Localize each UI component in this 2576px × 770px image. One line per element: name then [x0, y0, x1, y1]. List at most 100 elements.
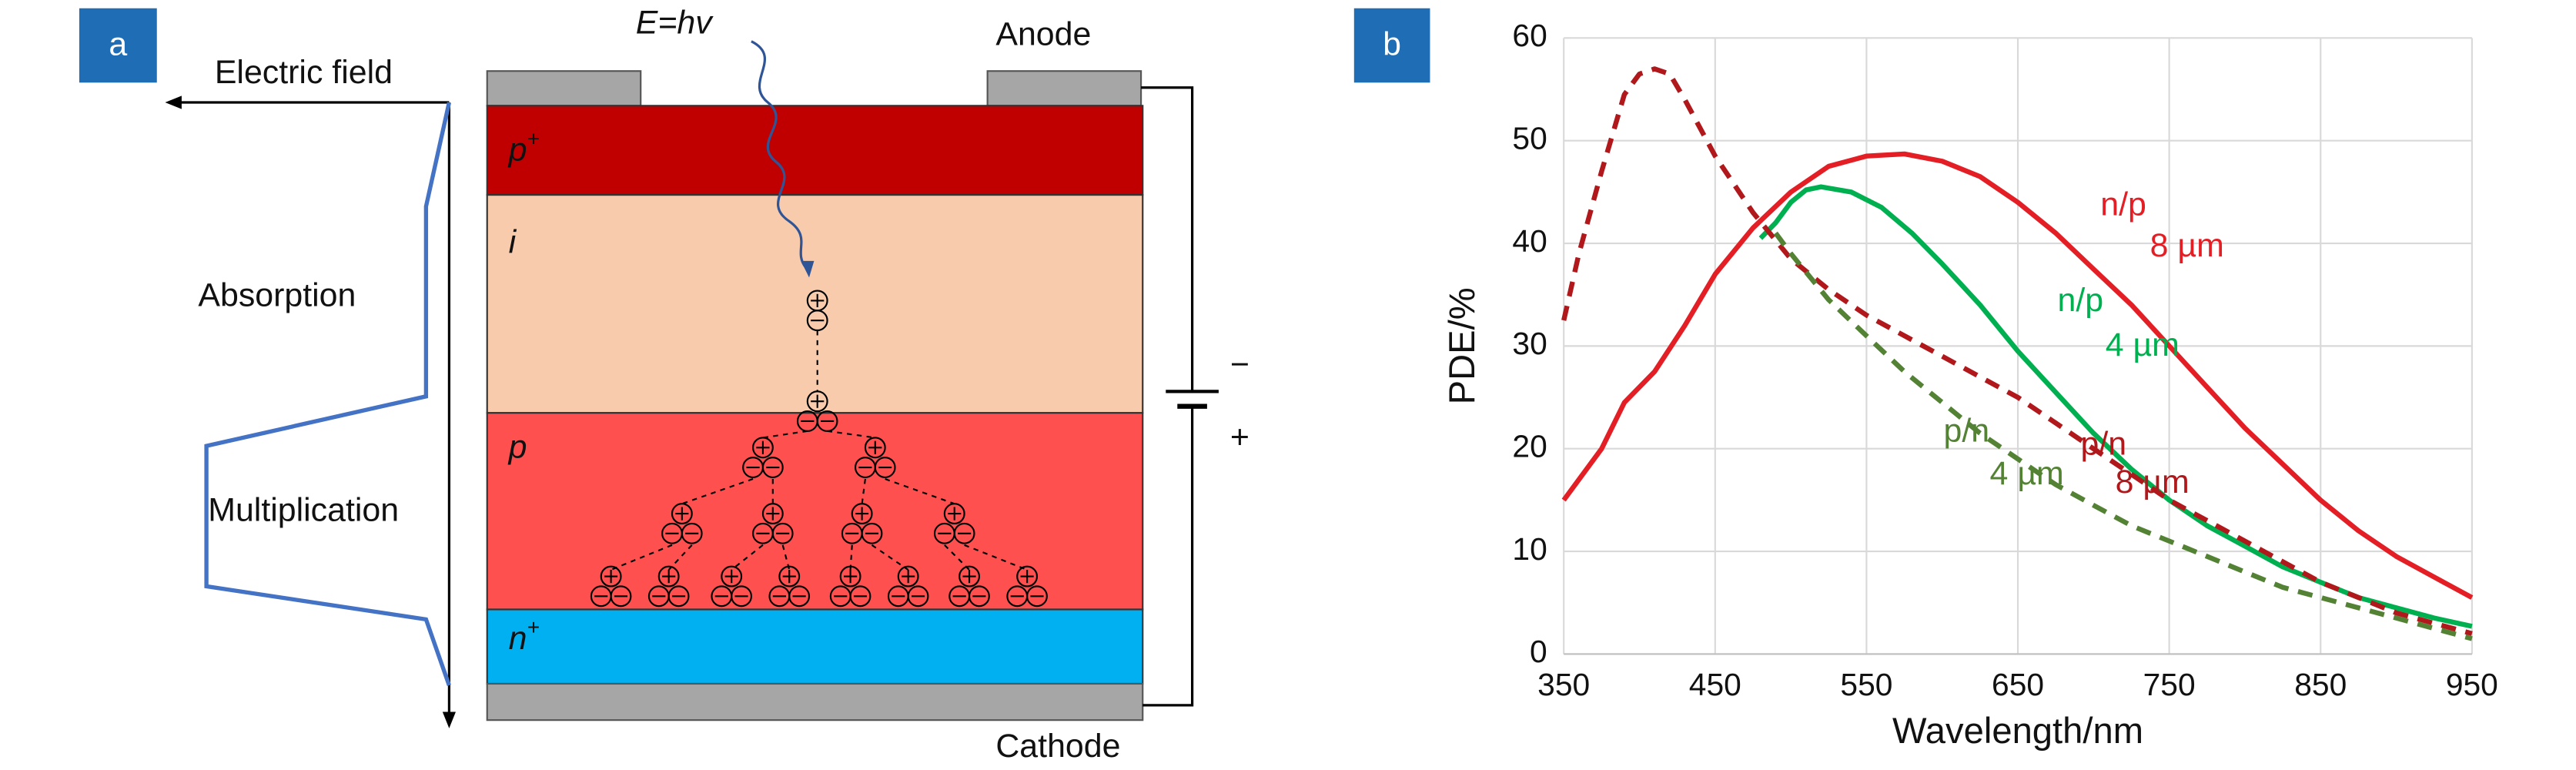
hole [851, 503, 873, 525]
electron [681, 522, 703, 544]
panel-label-box [79, 8, 157, 83]
layer-base: p [507, 132, 527, 169]
layer-label: n+ [509, 616, 540, 658]
panel-label: b [1383, 25, 1401, 62]
hole [864, 437, 886, 459]
series-label: 8 µm [2150, 227, 2224, 264]
electron [907, 585, 929, 608]
arrow-head [165, 95, 182, 109]
electron [861, 522, 883, 544]
series-label: 4 µm [1990, 455, 2064, 492]
cathode-contact [486, 682, 1144, 721]
anode-contact [486, 70, 642, 107]
path-link [827, 430, 875, 439]
y-tick-label: 20 [1512, 428, 1547, 464]
layer-label: i [509, 224, 517, 261]
path-link [781, 544, 791, 571]
series-label: n/p [2058, 282, 2104, 319]
electron [761, 457, 784, 478]
path-link [611, 544, 673, 571]
y-tick-label: 10 [1512, 531, 1547, 567]
x-tick-label: 950 [2446, 667, 2498, 702]
field-label: Electric field [215, 54, 393, 91]
hole [943, 503, 965, 525]
electron [968, 585, 990, 608]
series-line [1773, 231, 2473, 641]
electron [953, 522, 975, 544]
cathode-label: Cathode [995, 728, 1120, 765]
x-tick-label: 850 [2294, 667, 2347, 702]
layer-label: p [507, 429, 527, 466]
layer-n-plus [486, 608, 1144, 685]
path-link [861, 478, 866, 504]
path-link [885, 478, 955, 505]
layer-i [486, 194, 1144, 414]
wire [1142, 406, 1194, 707]
hole [778, 565, 801, 588]
carriers [590, 290, 1048, 608]
x-axis-label: Wavelength/nm [1892, 710, 2143, 751]
panel-label-box [1353, 8, 1430, 83]
electron [771, 522, 794, 544]
hole [839, 565, 861, 588]
series-label: 8 µm [2116, 464, 2190, 500]
hole [751, 437, 774, 459]
photon-label: E=hv [636, 5, 714, 42]
layer-p [486, 412, 1144, 611]
hole [671, 503, 693, 525]
hole [958, 565, 980, 588]
path-link [849, 544, 853, 571]
plot: 0 10 20 30 40 50 60 350 450 550 650 750 850 950 Wavele… [1441, 18, 2498, 751]
y-tick-label: 60 [1512, 18, 1547, 53]
electron [667, 585, 690, 608]
photon [751, 40, 808, 269]
electron [1026, 585, 1048, 608]
hole [761, 503, 784, 525]
anode-contact [986, 70, 1142, 107]
arrow-head [801, 260, 815, 278]
x-tick-label: 550 [1840, 667, 1892, 702]
x-tick-label: 750 [2143, 667, 2196, 702]
arrow-head [442, 711, 456, 728]
path-link [964, 544, 1028, 571]
plus-sign: + [1230, 419, 1250, 456]
hole [721, 565, 743, 588]
x-tick-label: 650 [1992, 667, 2044, 702]
layer-base: i [509, 224, 517, 261]
layer-base: p [507, 429, 527, 466]
hole [897, 565, 919, 588]
multiplication-label: Multiplication [208, 491, 399, 528]
electron [788, 585, 811, 608]
series-label: p/n [2081, 425, 2127, 462]
series-label: 4 µm [2106, 326, 2180, 363]
hole [806, 390, 828, 413]
layer-p-plus [486, 105, 1144, 196]
series-label: n/p [2100, 186, 2146, 223]
path-link [681, 478, 754, 505]
series-label: p/n [1944, 412, 1990, 449]
layer-labels: p + i p n+ [507, 127, 540, 658]
electron [610, 585, 632, 608]
anode-label: Anode [995, 16, 1091, 53]
x-tick-label: 350 [1537, 667, 1590, 702]
hole [600, 565, 622, 588]
field-profile [204, 102, 452, 687]
y-tick-label: 30 [1512, 326, 1547, 361]
electron [731, 585, 752, 608]
y-axis-label: PDE/% [1441, 287, 1482, 404]
y-tick-label: 40 [1512, 223, 1547, 259]
series-line [1561, 151, 2474, 600]
hole [1016, 565, 1039, 588]
panel-label: a [109, 25, 127, 62]
path-link [871, 544, 909, 571]
layer-sup: + [527, 616, 539, 640]
layer-base: n [509, 621, 527, 658]
electron [874, 457, 896, 478]
electron [849, 585, 871, 608]
y-tick-label: 50 [1512, 120, 1547, 156]
hole [657, 565, 680, 588]
x-tick-label: 450 [1689, 667, 1741, 702]
y-tick-label: 0 [1530, 634, 1547, 669]
path-link [762, 430, 808, 439]
